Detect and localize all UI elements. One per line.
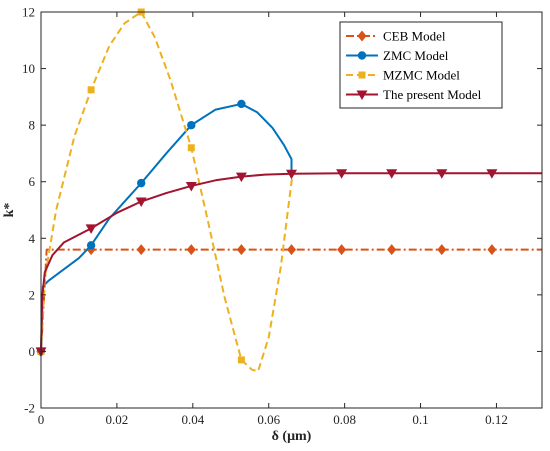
y-tick-label: 0 xyxy=(29,344,36,359)
series-1 xyxy=(36,99,293,356)
data-point xyxy=(436,169,448,179)
data-point xyxy=(237,99,246,109)
data-point xyxy=(237,356,245,364)
data-point xyxy=(135,197,147,208)
series-layer xyxy=(35,8,542,373)
data-point xyxy=(236,244,246,256)
legend-entry: The present Model xyxy=(383,87,482,102)
data-point xyxy=(386,169,398,179)
y-tick-label: 10 xyxy=(22,61,35,76)
x-tick-label: 0 xyxy=(38,412,45,427)
legend-entry: CEB Model xyxy=(383,29,446,44)
legend-swatch-marker xyxy=(358,71,366,79)
data-point xyxy=(185,181,197,192)
legend-swatch-marker xyxy=(357,30,367,42)
x-tick-label: 0.1 xyxy=(412,412,428,427)
data-point xyxy=(136,244,146,256)
y-tick-label: 8 xyxy=(29,118,36,133)
series-line-3 xyxy=(40,172,542,352)
data-point xyxy=(337,244,347,256)
legend-swatch-marker xyxy=(357,51,367,60)
legend-entry: ZMC Model xyxy=(383,48,449,63)
data-point xyxy=(187,144,195,152)
legend: CEB Model ZMC Model MZMC Model The present … xyxy=(339,21,503,109)
series-line-0 xyxy=(40,248,542,352)
y-tick-label: 4 xyxy=(29,231,36,246)
y-tick-label: 12 xyxy=(22,5,35,20)
legend-entry: MZMC Model xyxy=(383,68,460,83)
data-point xyxy=(137,178,146,188)
data-point xyxy=(336,169,348,179)
data-point xyxy=(286,169,297,180)
x-tick-label: 0.04 xyxy=(181,412,204,427)
series-line-2 xyxy=(40,11,295,373)
data-point xyxy=(235,172,247,183)
y-tick-label: 6 xyxy=(29,174,36,189)
legend-swatch-marker xyxy=(356,90,368,100)
data-point xyxy=(87,86,95,94)
x-tick-label: 0.08 xyxy=(333,412,356,427)
plot-frame xyxy=(40,11,543,409)
y-axis-label: k* xyxy=(2,203,17,218)
data-point xyxy=(186,244,196,256)
series-2 xyxy=(37,8,295,373)
data-point xyxy=(437,244,447,256)
data-point xyxy=(387,244,397,256)
series-line-1 xyxy=(40,102,293,352)
y-tick-label: -2 xyxy=(24,401,35,416)
y-tick-label: 2 xyxy=(29,287,36,302)
data-point xyxy=(487,244,497,256)
data-point xyxy=(187,120,196,130)
x-tick-label: 0.02 xyxy=(106,412,129,427)
data-point xyxy=(486,169,498,179)
x-tick-label: 0.06 xyxy=(257,412,280,427)
data-point xyxy=(86,241,96,250)
x-tick-label: 0.12 xyxy=(485,412,508,427)
series-0 xyxy=(36,244,542,357)
data-point xyxy=(287,244,296,256)
x-axis-label: δ (μm) xyxy=(272,429,312,444)
data-point xyxy=(85,224,97,234)
series-3 xyxy=(35,169,542,357)
